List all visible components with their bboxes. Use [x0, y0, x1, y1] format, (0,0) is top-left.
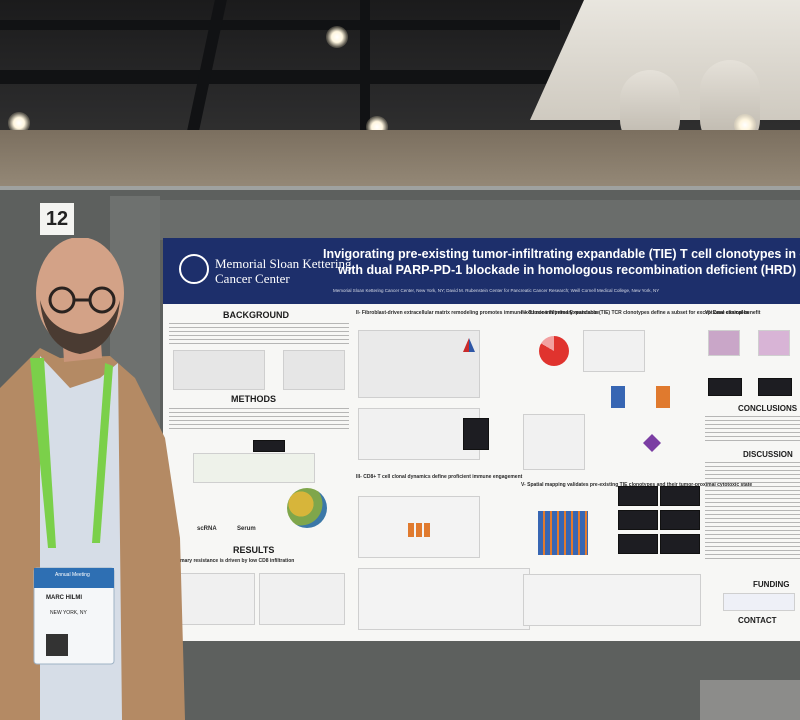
- conclusions-text: [705, 416, 800, 442]
- figure-tie-expansion: [523, 414, 585, 470]
- spatial-image: [660, 486, 700, 506]
- section-conclusions: CONCLUSIONS: [738, 404, 798, 413]
- figure-microenvironment: [358, 408, 480, 460]
- bar: [424, 523, 430, 537]
- results-subhead-4: IV- Tumor-infiltrated Expandable (TIE) T…: [521, 310, 761, 316]
- figure-results-2: [259, 573, 345, 625]
- booth-number: 12: [40, 203, 74, 235]
- figure-tie-lines: [583, 330, 645, 372]
- bar: [416, 523, 422, 537]
- pie-chart: [539, 336, 569, 366]
- ceiling-light: [326, 26, 348, 48]
- badge-name: MARC HILMI: [46, 595, 82, 601]
- ceiling-beam: [0, 20, 560, 30]
- bar: [656, 386, 670, 408]
- results-subhead-6: VI- Case examples: [705, 310, 749, 316]
- badge-event: Annual Meeting: [55, 572, 90, 578]
- spatial-image: [618, 486, 658, 506]
- poster-title: Invigorating pre-existing tumor-infiltra…: [323, 247, 800, 261]
- presenter: [0, 238, 185, 720]
- figure-1b: [283, 350, 345, 390]
- section-methods: METHODS: [231, 394, 276, 404]
- funding-logos: [723, 593, 795, 611]
- spatial-image: [660, 534, 700, 554]
- figure-methods-dark: [253, 440, 285, 452]
- figure-violin-plots: [358, 568, 530, 630]
- figure-ecm: [358, 330, 480, 398]
- ceiling-beam: [0, 70, 560, 84]
- bar: [408, 523, 414, 537]
- section-discussion: DISCUSSION: [743, 450, 793, 459]
- results-subhead-3: III- CD8+ T cell clonal dynamics define …: [356, 474, 523, 480]
- figure-cytotoxic-state: [523, 574, 701, 626]
- badge-location: NEW YORK, NY: [50, 610, 87, 616]
- poster-header: Memorial Sloan Kettering Cancer Center I…: [163, 238, 800, 304]
- discussion-text: [705, 462, 800, 562]
- poster-title-line2: with dual PARP-PD-1 blockade in homologo…: [338, 263, 800, 277]
- venn-diagram: [287, 488, 327, 528]
- histology-image: [708, 330, 740, 356]
- figure-methods-schema: [193, 453, 315, 483]
- ceiling-light: [8, 112, 30, 134]
- board-panel: [160, 200, 800, 240]
- table-edge: [700, 680, 800, 720]
- label-serum: Serum: [237, 526, 256, 532]
- section-background: BACKGROUND: [223, 310, 289, 320]
- spatial-image: [660, 510, 700, 530]
- bar: [611, 386, 625, 408]
- spatial-image: [618, 510, 658, 530]
- label-scrna: scRNA: [197, 526, 217, 532]
- institution-name: Memorial Sloan Kettering: [215, 256, 352, 271]
- case-image: [708, 378, 742, 396]
- research-poster: Memorial Sloan Kettering Cancer Center I…: [163, 238, 800, 641]
- figure-if-image: [463, 418, 489, 450]
- case-image: [758, 378, 792, 396]
- background-text: [169, 323, 349, 347]
- methods-text: [169, 408, 349, 430]
- radar-chart-icon: [643, 434, 661, 452]
- section-contact: CONTACT: [738, 616, 777, 625]
- results-subhead-5: V- Spatial mapping validates pre-existin…: [521, 482, 753, 488]
- results-subhead-1: I- Primary resistance is driven by low C…: [169, 558, 295, 564]
- section-results: RESULTS: [233, 545, 275, 555]
- poster-affiliations: Memorial Sloan Kettering Cancer Center, …: [333, 288, 660, 293]
- results-subhead-2: II- Fibroblast-driven extracellular matr…: [356, 310, 600, 316]
- histology-image: [758, 330, 790, 356]
- figure-results-1: [173, 573, 255, 625]
- section-funding: FUNDING: [753, 580, 790, 589]
- ceiling-beam: [360, 0, 370, 130]
- msk-logo-icon: [179, 254, 209, 284]
- figure-1: [173, 350, 265, 390]
- institution-name-line2: Cancer Center: [215, 271, 290, 286]
- stacked-bar-chart: [538, 511, 588, 555]
- spatial-image: [618, 534, 658, 554]
